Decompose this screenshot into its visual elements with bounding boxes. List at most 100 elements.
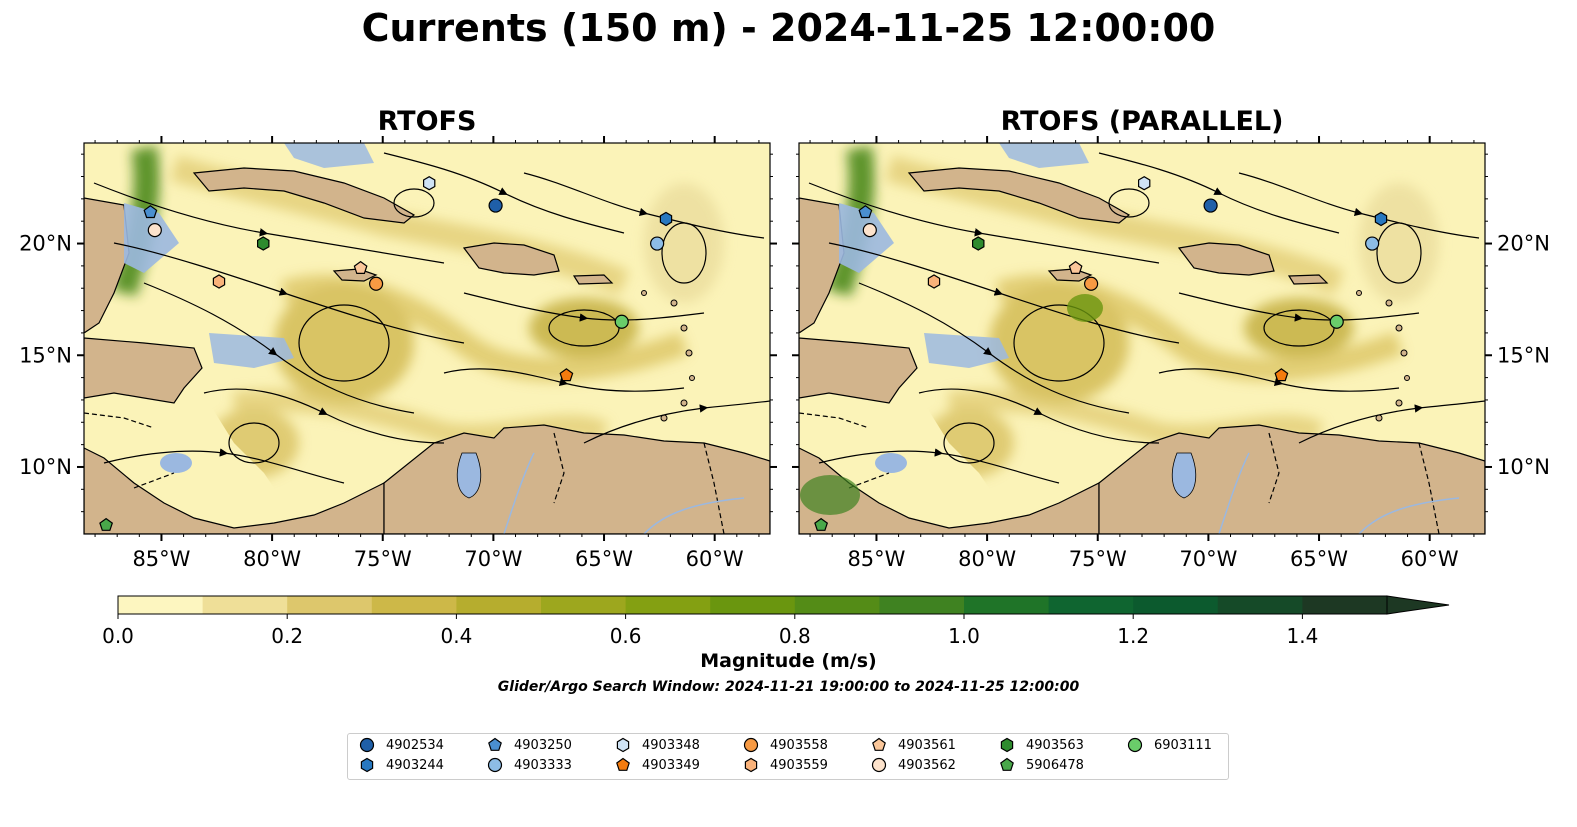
legend-label: 4903558: [770, 737, 828, 753]
colorbar-cell: [879, 596, 965, 614]
lon-tick-label: 65°W: [575, 547, 633, 571]
legend-entry: 5906478: [998, 756, 1084, 774]
legend-marker-icon: [616, 757, 630, 771]
colorbar-cell: [964, 596, 1050, 614]
legend-entry: 4903244: [358, 756, 444, 774]
colorbar-tick-label: 1.4: [1286, 624, 1318, 648]
lon-tick-label: 75°W: [354, 547, 412, 571]
colorbar-cell: [371, 596, 457, 614]
colorbar-cell: [794, 596, 880, 614]
float-marker-4903348: [1137, 176, 1151, 191]
legend-marker-icon: [871, 757, 887, 773]
lat-tick-label: 15°N: [19, 343, 72, 367]
colorbar-label: Magnitude (m/s): [700, 650, 877, 672]
colorbar-tick-label: 0.6: [610, 624, 642, 648]
legend-entry: 4903333: [486, 756, 572, 774]
legend-label: 4902534: [386, 737, 444, 753]
colorbar-cell: [625, 596, 711, 614]
legend-marker-icon: [744, 757, 758, 773]
legend-marker-icon: [1000, 737, 1014, 753]
legend-entry: 6903111: [1126, 736, 1212, 754]
lat-tick-label: 10°N: [19, 455, 72, 479]
legend-label: 4903563: [1026, 737, 1084, 753]
legend-entry: 4903563: [998, 736, 1084, 754]
panel-title-rtofs-parallel: RTOFS (PARALLEL): [1000, 106, 1284, 137]
legend-marker-icon: [360, 757, 374, 773]
colorbar-tick-label: 0.2: [271, 624, 303, 648]
legend-marker: [616, 757, 630, 771]
float-marker-4903244: [659, 211, 673, 227]
legend-marker: [872, 737, 886, 751]
legend-marker: [359, 737, 375, 753]
colorbar: 0.0 0.2 0.4 0.6 0.8 1.0 1.2 1.4: [102, 595, 1450, 648]
lon-tick-label: 80°W: [243, 547, 301, 571]
colorbar-cell: [456, 596, 542, 614]
float-marker-4903561: [353, 260, 368, 274]
map-panel-rtofs: [84, 143, 770, 534]
legend-label: 4903349: [642, 757, 700, 773]
colorbar-cell: [710, 596, 796, 614]
legend-label: 4903562: [898, 757, 956, 773]
colorbar-tick-label: 1.2: [1117, 624, 1149, 648]
legend-marker: [1127, 737, 1143, 753]
legend-marker: [871, 757, 887, 773]
legend-entry: 4903562: [870, 756, 956, 774]
lon-tick-label: 85°W: [132, 547, 190, 571]
colorbar-tick-label: 0.8: [779, 624, 811, 648]
legend-label: 5906478: [1026, 757, 1084, 773]
map-axes: 85°W 80°W 75°W 70°W 65°W 60°W 20°N 15°N 10°N 85°W…: [19, 136, 1550, 571]
float-markers: [99, 176, 1388, 531]
legend-marker-icon: [487, 757, 503, 773]
colorbar-cell: [541, 596, 627, 614]
float-marker-4903349: [559, 368, 574, 382]
legend-marker: [743, 737, 759, 753]
search-window-label: Glider/Argo Search Window: 2024-11-21 19…: [497, 679, 1080, 695]
lon-tick-label: 60°W: [686, 547, 744, 571]
legend-marker-icon: [616, 737, 630, 753]
legend-marker-icon: [1127, 737, 1143, 753]
legend-marker: [487, 757, 503, 773]
legend-label: 6903111: [1154, 737, 1212, 753]
lon-tick-label: 60°W: [1401, 547, 1459, 571]
legend-marker: [616, 737, 630, 753]
colorbar-cell: [1133, 596, 1219, 614]
float-marker-6903111: [1329, 314, 1344, 329]
legend-label: 4903559: [770, 757, 828, 773]
legend-marker: [1000, 737, 1014, 753]
colorbar-cell: [202, 596, 288, 614]
float-marker-4903558: [1084, 276, 1099, 291]
colorbar-extend-arrow: [1386, 595, 1450, 615]
legend-label: 4903250: [514, 737, 572, 753]
float-marker-4903349: [1274, 368, 1289, 382]
lat-tick-label: 10°N: [1497, 455, 1550, 479]
legend-entry: 4903558: [742, 736, 828, 754]
lon-tick-label: 80°W: [958, 547, 1016, 571]
float-marker-5906478: [814, 517, 829, 531]
legend-marker-icon: [488, 737, 502, 751]
lon-tick-label: 70°W: [464, 547, 522, 571]
legend-label: 4903348: [642, 737, 700, 753]
float-marker-4903563: [257, 236, 270, 251]
lat-tick-label: 20°N: [19, 232, 72, 256]
float-marker-4902534: [488, 198, 503, 213]
legend-label: 4903561: [898, 737, 956, 753]
float-marker-4903250: [858, 205, 873, 219]
legend-entry: 4903349: [614, 756, 700, 774]
colorbar-cell: [1048, 596, 1134, 614]
float-marker-4903562: [862, 223, 877, 238]
legend-marker-icon: [872, 737, 886, 751]
colorbar-tick-label: 1.0: [948, 624, 980, 648]
colorbar-cell: [118, 596, 204, 614]
legend-marker-icon: [359, 737, 375, 753]
float-marker-4902534: [1203, 198, 1218, 213]
colorbar-tick-label: 0.0: [102, 624, 134, 648]
legend-entry: 4903348: [614, 736, 700, 754]
float-marker-4903559: [212, 274, 226, 289]
lon-tick-label: 85°W: [847, 547, 905, 571]
lon-tick-label: 75°W: [1069, 547, 1127, 571]
map-panel-rtofs-parallel: [799, 143, 1485, 534]
legend-label: 4903333: [514, 757, 572, 773]
legend-entry: 4903561: [870, 736, 956, 754]
float-marker-4903333: [650, 236, 665, 251]
legend-marker-icon: [1000, 757, 1014, 771]
